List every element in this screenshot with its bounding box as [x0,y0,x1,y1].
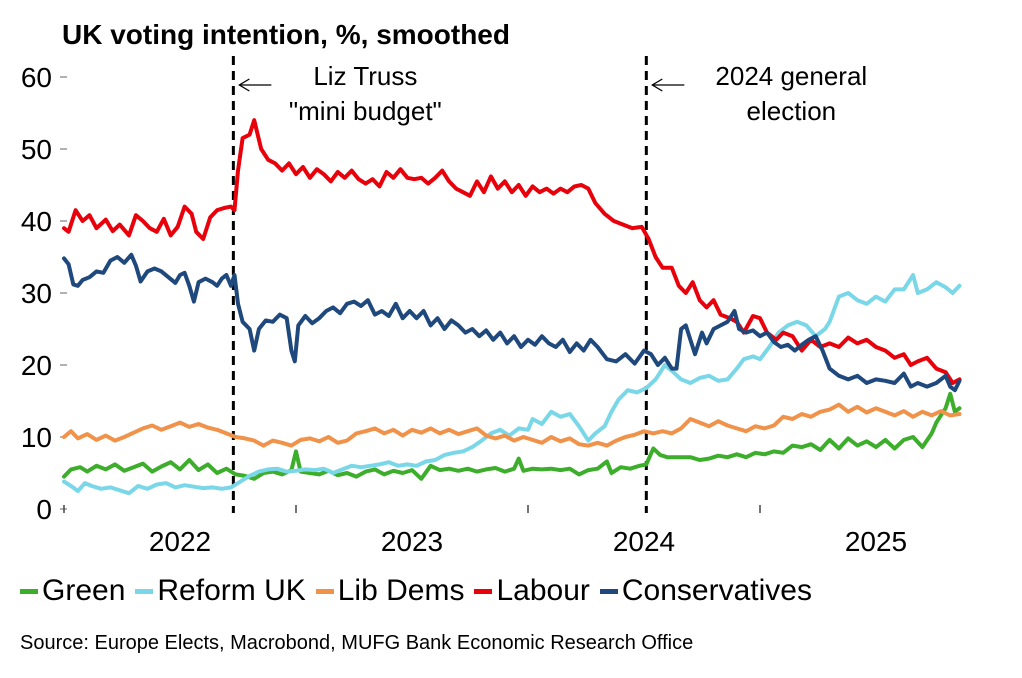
annotation-arrow-head [238,78,250,92]
x-axis: 2022 2023 2024 2025 [63,505,907,557]
chart-title: UK voting intention, %, smoothed [62,19,510,50]
y-tick-label: 20 [21,350,52,381]
legend-label: Green [42,574,126,607]
y-tick-label: 50 [21,134,52,165]
series-lines [62,118,962,496]
legend: Green Reform UK Lib Dems Labour Conservative… [20,574,822,608]
legend-swatch [474,588,493,594]
y-axis: 0 10 20 30 40 50 60 [21,62,67,525]
x-tick-label: 2025 [845,526,907,557]
y-tick-label: 0 [36,494,52,525]
legend-swatch [599,588,618,594]
legend-label: Conservatives [621,574,812,607]
legend-swatch [315,588,334,594]
series-line-reform-uk [62,273,962,496]
y-tick-label: 30 [21,278,52,309]
legend-label: Labour [496,574,590,607]
legend-swatch [135,588,154,594]
x-tick-label: 2023 [381,526,443,557]
annotation-text: Liz Truss [313,61,417,91]
x-tick-label: 2024 [613,526,675,557]
y-tick-label: 40 [21,206,52,237]
annotation-text: election [747,96,837,126]
annotation-arrow-head [651,78,663,92]
legend-label: Lib Dems [337,574,465,607]
legend-item-reform-uk: Reform UK [135,574,306,608]
legend-item-conservatives: Conservatives [599,574,812,608]
series-line-conservatives [62,252,962,393]
legend-item-lib-dems: Lib Dems [315,574,465,608]
y-tick-label: 10 [21,422,52,453]
legend-item-labour: Labour [474,574,590,608]
y-tick-label: 60 [21,62,52,93]
event-lines: Liz Truss "mini budget" 2024 general electi… [231,56,867,513]
annotation-text: 2024 general [715,61,867,91]
annotation-text: "mini budget" [289,96,442,126]
series-line-green [62,391,962,481]
x-tick-label: 2022 [149,526,211,557]
source-note: Source: Europe Elects, Macrobond, MUFG B… [20,632,694,654]
legend-item-green: Green [20,574,125,608]
series-line-labour [62,118,962,385]
series-line-lib-dems [62,402,962,448]
legend-label: Reform UK [157,574,306,607]
legend-swatch [20,588,38,594]
